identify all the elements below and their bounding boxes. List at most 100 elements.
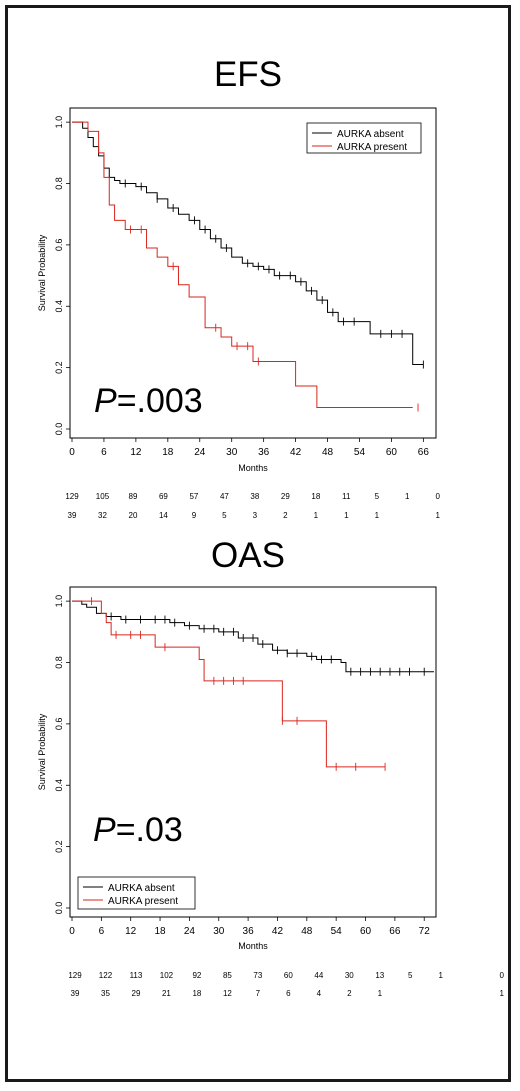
- oas-legend-label-absent: AURKA absent: [108, 883, 175, 894]
- efs-x-tick-label: 18: [162, 447, 174, 458]
- oas-x-tick-label: 18: [154, 926, 166, 937]
- oas-risk-value: 92: [192, 971, 201, 980]
- efs-risk-value: 47: [220, 492, 229, 501]
- oas-x-axis-label: Months: [238, 941, 268, 951]
- efs-risk-value: 89: [129, 492, 138, 501]
- efs-curves: [72, 121, 424, 412]
- oas-p-value: P=.03: [93, 811, 183, 849]
- oas-risk-value: 29: [132, 989, 141, 998]
- oas-x-tick-label: 66: [389, 926, 401, 937]
- oas-risk-value: 12: [223, 989, 232, 998]
- efs-x-tick-label: 6: [101, 447, 107, 458]
- efs-risk-value: 1: [436, 511, 441, 520]
- efs-x-tick-label: 24: [194, 447, 206, 458]
- efs-curve-present: [72, 121, 413, 409]
- efs-title: EFS: [214, 55, 282, 94]
- oas-x-tick-label: 42: [272, 926, 284, 937]
- efs-risk-value: 1: [314, 511, 319, 520]
- oas-legend-box: [77, 876, 196, 910]
- oas-y-tick-label: 0.4: [54, 779, 64, 792]
- oas-risk-value: 0: [499, 971, 504, 980]
- oas-risk-value: 21: [162, 989, 171, 998]
- efs-risk-table: 129 105 89 69 57 47 38 29 18 11 5 1 039 32 20 14 9 5 3 2 1 1 1…: [65, 492, 440, 520]
- efs-p-value: P=.003: [94, 382, 203, 420]
- oas-risk-value: 102: [160, 971, 174, 980]
- efs-risk-value: 38: [250, 492, 259, 501]
- efs-panel: EFS 0 6 12 18 24 30 36 42 48 54 60 660.00.20.40.60.…: [37, 55, 441, 520]
- oas-legend: AURKA absent AURKA present: [77, 876, 196, 910]
- oas-axes: 0 6 12 18 24 30 36 42 48 54 60 66 72 0.0 0.2 0.4 0.6 0.8 1…: [54, 595, 430, 937]
- efs-x-axis-label: Months: [238, 463, 268, 473]
- oas-y-tick-label: 0.0: [54, 902, 64, 915]
- efs-risk-value: 1: [375, 511, 380, 520]
- efs-y-tick-label: 0.4: [54, 300, 64, 313]
- efs-y-tick-label: 0.6: [54, 239, 64, 252]
- efs-x-tick-label: 66: [418, 447, 430, 458]
- oas-x-tick-label: 12: [125, 926, 137, 937]
- oas-x-tick-label: 30: [213, 926, 225, 937]
- oas-x-tick-label: 6: [99, 926, 105, 937]
- efs-risk-value: 5: [375, 492, 380, 501]
- efs-x-tick-label: 42: [290, 447, 302, 458]
- oas-x-tick-label: 72: [419, 926, 431, 937]
- oas-risk-value: 113: [130, 971, 143, 980]
- efs-risk-value: 129: [65, 492, 79, 501]
- efs-risk-value: 0: [436, 492, 441, 501]
- oas-risk-value: 85: [223, 971, 232, 980]
- oas-curve-present: [72, 600, 386, 768]
- efs-axes: 0 6 12 18 24 30 36 42 48 54 60 66 0.0 0.2 0.4 0.6 0.8 1.0: [54, 116, 429, 458]
- oas-title: OAS: [211, 536, 285, 575]
- oas-risk-value: 7: [256, 989, 261, 998]
- oas-panel: OAS 0 6 12 18 24 30 36 42 48 54 60 66 720.00.20.40.6…: [37, 536, 504, 998]
- efs-x-tick-label: 36: [258, 447, 270, 458]
- oas-risk-value: 6: [286, 989, 291, 998]
- oas-risk-value: 1: [378, 989, 383, 998]
- efs-y-tick-label: 0.0: [54, 423, 64, 436]
- oas-y-tick-label: 0.2: [54, 840, 64, 853]
- efs-x-tick-label: 30: [226, 447, 238, 458]
- oas-x-tick-label: 0: [69, 926, 75, 937]
- oas-y-tick-label: 1.0: [54, 595, 64, 608]
- efs-legend-box: [306, 122, 422, 154]
- efs-x-tick-label: 60: [386, 447, 398, 458]
- efs-risk-value: 20: [129, 511, 138, 520]
- efs-risk-value: 1: [405, 492, 410, 501]
- oas-risk-value: 39: [71, 989, 80, 998]
- efs-x-tick-label: 12: [130, 447, 142, 458]
- efs-risk-value: 3: [253, 511, 258, 520]
- oas-risk-value: 30: [345, 971, 354, 980]
- efs-risk-value: 69: [159, 492, 168, 501]
- oas-risk-value: 35: [101, 989, 110, 998]
- oas-risk-value: 1: [499, 989, 504, 998]
- efs-plot-area: [69, 107, 437, 439]
- oas-x-tick-label: 48: [301, 926, 313, 937]
- oas-risk-value: 44: [314, 971, 323, 980]
- efs-legend-label-absent: AURKA absent: [337, 129, 404, 140]
- efs-risk-value: 9: [192, 511, 197, 520]
- efs-risk-value: 32: [98, 511, 107, 520]
- oas-risk-value: 60: [284, 971, 293, 980]
- oas-risk-table: 129 122 113 102 92 85 73 60 44 30 13 5 1 039 35 29 21 18 1…: [68, 971, 504, 998]
- efs-risk-value: 11: [342, 492, 351, 501]
- efs-x-tick-label: 48: [322, 447, 334, 458]
- oas-risk-value: 4: [317, 989, 322, 998]
- efs-risk-value: 39: [68, 511, 77, 520]
- oas-risk-value: 1: [439, 971, 444, 980]
- efs-x-tick-label: 0: [69, 447, 75, 458]
- efs-risk-value: 1: [344, 511, 349, 520]
- efs-y-tick-label: 0.2: [54, 361, 64, 374]
- efs-risk-value: 2: [283, 511, 288, 520]
- efs-risk-value: 14: [159, 511, 168, 520]
- efs-risk-value: 18: [311, 492, 320, 501]
- efs-risk-value: 105: [96, 492, 110, 501]
- efs-risk-value: 57: [189, 492, 198, 501]
- oas-x-tick-label: 60: [360, 926, 372, 937]
- oas-risk-value: 13: [375, 971, 384, 980]
- oas-y-axis-label: Survival Probability: [37, 713, 47, 790]
- oas-x-tick-label: 54: [331, 926, 343, 937]
- oas-risk-value: 2: [347, 989, 352, 998]
- efs-y-tick-label: 0.8: [54, 177, 64, 190]
- efs-risk-value: 5: [222, 511, 227, 520]
- oas-plot-area: [69, 586, 437, 918]
